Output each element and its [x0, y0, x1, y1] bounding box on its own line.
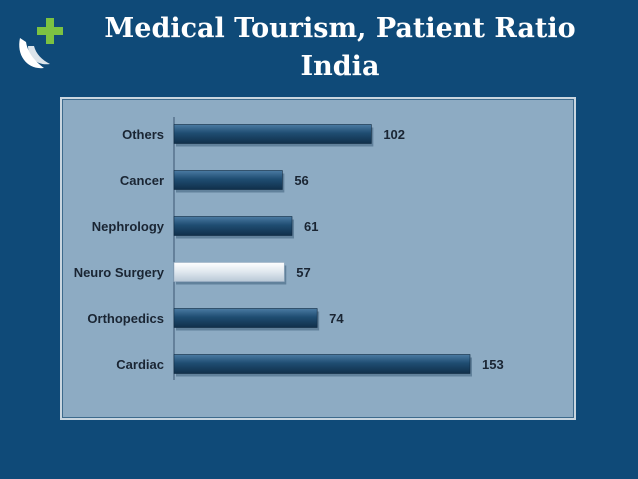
medical-cross-leaf-logo: [14, 16, 70, 74]
bar-orthopedics: [173, 308, 318, 328]
category-label-cancer: Cancer: [120, 173, 164, 188]
value-label-nephrology: 61: [304, 219, 318, 234]
bar-nephrology: [173, 216, 293, 236]
category-label-neuro-surgery: Neuro Surgery: [74, 265, 165, 280]
leaf-shape-inner: [28, 46, 50, 65]
bar-chart: Others 102 Cancer 56 Nephrology 61 Neuro Surge…: [74, 117, 504, 380]
slide-title-line1: Medical Tourism, Patient Ratio: [104, 13, 576, 44]
bar-cancer: [173, 170, 283, 190]
category-label-others: Others: [122, 127, 164, 142]
cross-horizontal: [37, 27, 63, 35]
category-label-orthopedics: Orthopedics: [87, 311, 164, 326]
bar-neuro-surgery: [173, 262, 285, 282]
leaf-shape-outer: [19, 38, 44, 69]
bar-cardiac: [173, 354, 471, 374]
value-label-others: 102: [383, 127, 405, 142]
value-label-neuro-surgery: 57: [296, 265, 310, 280]
value-label-orthopedics: 74: [329, 311, 344, 326]
bar-others: [173, 124, 372, 144]
value-label-cardiac: 153: [482, 357, 504, 372]
logo-icon: [19, 18, 63, 69]
chart-panel: Others 102 Cancer 56 Nephrology 61 Neuro Surge…: [60, 97, 576, 420]
slide-title: Medical Tourism, Patient Ratio India: [60, 10, 620, 86]
value-label-cancer: 56: [294, 173, 308, 188]
category-label-nephrology: Nephrology: [92, 219, 165, 234]
category-label-cardiac: Cardiac: [116, 357, 164, 372]
slide-title-line2: India: [300, 51, 380, 82]
